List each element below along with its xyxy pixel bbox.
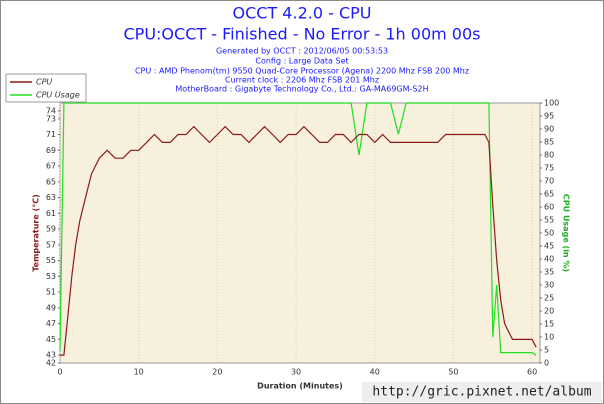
y-tick-label: 43 (46, 351, 56, 360)
y2-tick-label: 30 (544, 281, 554, 290)
info-line: CPU : AMD Phenom(tm) 9550 Quad-Core Proc… (135, 67, 469, 76)
y2-tick-label: 5 (544, 346, 549, 355)
y-tick-label: 51 (46, 288, 56, 297)
y2-tick-label: 0 (544, 359, 549, 368)
y2-tick-label: 90 (544, 125, 554, 134)
legend-box (5, 73, 87, 103)
info-line: Generated by OCCT : 2012/06/05 00:53:53 (216, 47, 388, 56)
y-tick-label: 63 (46, 193, 56, 202)
y2-tick-label: 35 (544, 268, 554, 277)
series-line (59, 102, 537, 356)
y-tick-label: 45 (46, 335, 56, 344)
y2-tick-label: 45 (544, 242, 554, 251)
y2-tick-label: 65 (544, 190, 554, 199)
y2-tick-label: 75 (544, 164, 554, 173)
y-axis-label: Temperature (°C) (32, 194, 41, 272)
y2-tick-label: 95 (544, 112, 554, 121)
x-tick-label: 40 (370, 368, 380, 377)
y-tick-label: 73 (46, 114, 56, 123)
x-tick-label: 0 (57, 368, 62, 377)
y2-tick-label: 70 (544, 177, 554, 186)
y-tick-label: 42 (46, 359, 56, 368)
info-line: Config : Large Data Set (255, 57, 348, 66)
watermark: http://gric.pixnet.net/album (372, 385, 591, 400)
y2-tick-label: 15 (544, 320, 554, 329)
y2-tick-label: 20 (544, 307, 554, 316)
y2-axis-label: CPU Usage (in %) (562, 194, 571, 272)
y2-tick-label: 60 (544, 203, 554, 212)
y-tick-label: 69 (46, 146, 56, 155)
series-line (60, 125, 537, 356)
x-tick-label: 60 (527, 368, 537, 377)
x-tick-label: 30 (291, 368, 301, 377)
y-tick-label: 71 (46, 130, 56, 139)
legend-label: CPU (36, 78, 52, 87)
x-tick-label: 50 (448, 368, 458, 377)
info-line: Current clock : 2206 Mhz FSB 201 Mhz (225, 76, 379, 85)
y-tick-label: 61 (46, 209, 56, 218)
y2-tick-label: 85 (544, 138, 554, 147)
y2-tick-label: 10 (544, 333, 554, 342)
watermark-bg (362, 382, 602, 402)
chart-subtitle: CPU:OCCT - Finished - No Error - 1h 00m … (124, 25, 481, 44)
chart-title: OCCT 4.2.0 - CPU (233, 4, 372, 23)
y-tick-label: 49 (46, 303, 56, 312)
y2-tick-label: 100 (544, 99, 559, 108)
info-line: MotherBoard : Gigabyte Technology Co., L… (175, 85, 428, 94)
y2-tick-label: 50 (544, 229, 554, 238)
y2-tick-label: 55 (544, 216, 554, 225)
x-tick-label: 20 (212, 368, 222, 377)
x-axis-label: Duration (Minutes) (257, 382, 343, 391)
y2-tick-label: 25 (544, 294, 554, 303)
y-tick-label: 74 (46, 106, 56, 115)
y-tick-label: 65 (46, 177, 56, 186)
y-tick-label: 55 (46, 256, 56, 265)
y-tick-label: 57 (46, 240, 56, 249)
y-tick-label: 67 (46, 162, 56, 171)
y2-tick-label: 80 (544, 151, 554, 160)
x-tick-label: 10 (134, 368, 144, 377)
legend-label: CPU Usage (36, 91, 80, 100)
y-tick-label: 47 (46, 319, 56, 328)
y-tick-label: 53 (46, 272, 56, 281)
y2-tick-label: 40 (544, 255, 554, 264)
plot-area (59, 102, 541, 364)
y-tick-label: 59 (46, 225, 56, 234)
